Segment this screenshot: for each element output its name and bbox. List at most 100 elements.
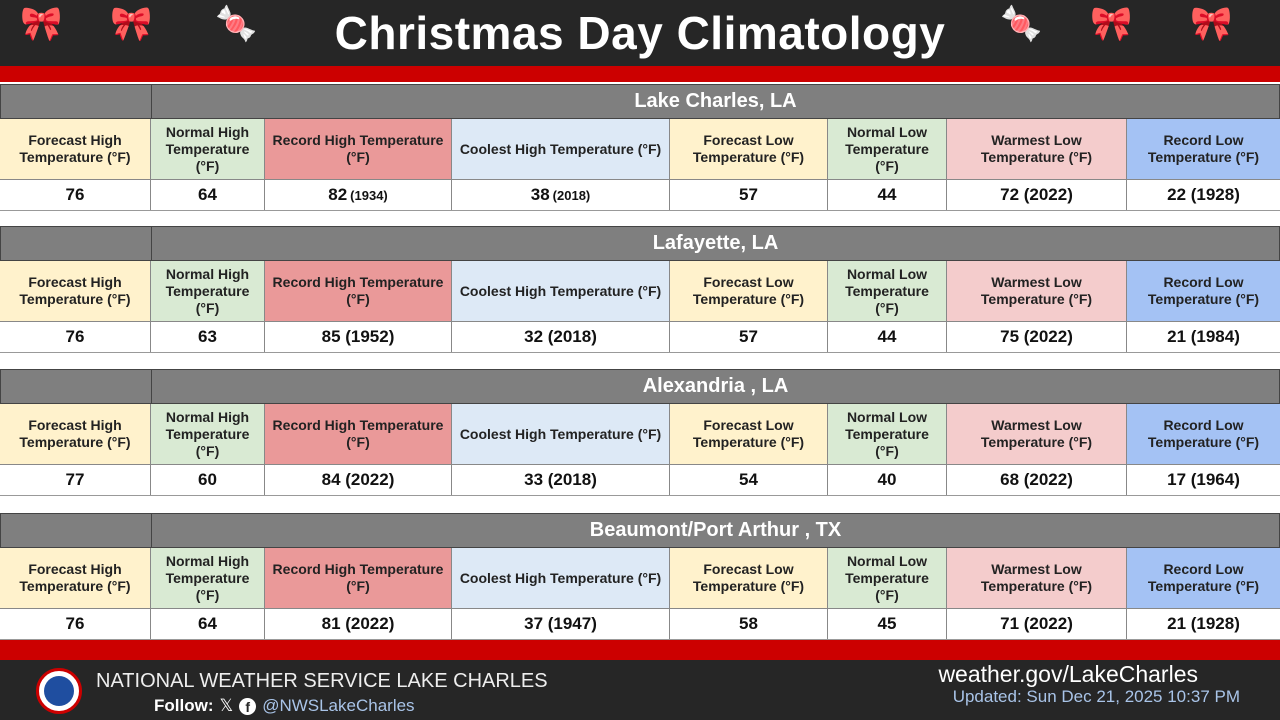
location-table: Beaumont/Port Arthur , TX Forecast High T… — [0, 513, 1280, 640]
header-banner: Christmas Day Climatology — [0, 0, 1280, 66]
bow-icon: 🎀 — [20, 5, 63, 43]
column-header: Record Low Temperature (°F) — [1127, 119, 1280, 180]
value-cell: 33 (2018) — [452, 465, 670, 495]
column-header: Forecast High Temperature (°F) — [0, 548, 151, 609]
column-header: Record High Temperature (°F) — [265, 548, 452, 609]
column-header: Forecast Low Temperature (°F) — [670, 261, 828, 322]
office-name: NATIONAL WEATHER SERVICE LAKE CHARLES — [96, 670, 548, 692]
value-cell: 72 (2022) — [947, 180, 1127, 210]
column-header: Forecast Low Temperature (°F) — [670, 404, 828, 465]
nws-logo — [36, 668, 82, 714]
value-cell: 45 — [828, 609, 947, 639]
location-name-row: Lafayette, LA — [0, 226, 1280, 261]
value-cell: 57 — [670, 180, 828, 210]
value-cell: 60 — [151, 465, 265, 495]
value-cell: 82 (1934) — [265, 180, 452, 210]
location-name-row: Beaumont/Port Arthur , TX — [0, 513, 1280, 548]
year: (2018) — [552, 187, 591, 203]
value-row: 76 64 82 (1934) 38 (2018) 57 44 72 (2022) 22 (192… — [0, 180, 1280, 211]
candy-cane-icon: 🍬 — [1000, 5, 1043, 43]
value-cell: 76 — [0, 180, 151, 210]
value-cell: 64 — [151, 609, 265, 639]
location-table: Lake Charles, LA Forecast High Temperatur… — [0, 84, 1280, 211]
column-header: Normal Low Temperature (°F) — [828, 548, 947, 609]
column-header: Record Low Temperature (°F) — [1127, 404, 1280, 465]
value-cell: 76 — [0, 322, 151, 352]
column-header: Normal High Temperature (°F) — [151, 404, 265, 465]
column-header: Forecast High Temperature (°F) — [0, 261, 151, 322]
column-header: Warmest Low Temperature (°F) — [947, 261, 1127, 322]
column-header: Coolest High Temperature (°F) — [452, 548, 670, 609]
value-cell: 38 (2018) — [452, 180, 670, 210]
location-name-row: Lake Charles, LA — [0, 84, 1280, 119]
value-cell: 68 (2022) — [947, 465, 1127, 495]
column-header: Record High Temperature (°F) — [265, 261, 452, 322]
follow-row: Follow: 𝕏 f @NWSLakeCharles — [154, 696, 415, 716]
column-header: Normal High Temperature (°F) — [151, 119, 265, 180]
value-cell: 81 (2022) — [265, 609, 452, 639]
value-cell: 57 — [670, 322, 828, 352]
column-header: Normal Low Temperature (°F) — [828, 261, 947, 322]
value-row: 76 64 81 (2022) 37 (1947) 58 45 71 (2022) 21 (1… — [0, 609, 1280, 640]
column-header: Warmest Low Temperature (°F) — [947, 119, 1127, 180]
value-cell: 44 — [828, 180, 947, 210]
column-header: Record High Temperature (°F) — [265, 404, 452, 465]
column-header: Coolest High Temperature (°F) — [452, 404, 670, 465]
x-icon[interactable]: 𝕏 — [219, 696, 234, 715]
value-cell: 17 (1964) — [1127, 465, 1280, 495]
top-red-band — [0, 66, 1280, 82]
value-cell: 75 (2022) — [947, 322, 1127, 352]
social-handle[interactable]: @NWSLakeCharles — [262, 696, 415, 715]
column-header: Warmest Low Temperature (°F) — [947, 404, 1127, 465]
value-cell: 84 (2022) — [265, 465, 452, 495]
column-header: Normal High Temperature (°F) — [151, 548, 265, 609]
column-header: Normal Low Temperature (°F) — [828, 119, 947, 180]
location-table: Lafayette, LA Forecast High Temperature (… — [0, 226, 1280, 353]
column-header: Normal High Temperature (°F) — [151, 261, 265, 322]
blank-cell — [1, 85, 152, 118]
location-table: Alexandria , LA Forecast High Temperature… — [0, 369, 1280, 496]
follow-label: Follow: — [154, 696, 214, 715]
column-header: Record Low Temperature (°F) — [1127, 261, 1280, 322]
value-cell: 77 — [0, 465, 151, 495]
value-cell: 21 (1928) — [1127, 609, 1280, 639]
column-header: Record High Temperature (°F) — [265, 119, 452, 180]
value-cell: 22 (1928) — [1127, 180, 1280, 210]
location-name: Lake Charles, LA — [634, 90, 797, 112]
value-cell: 21 (1984) — [1127, 322, 1280, 352]
value-row: 77 60 84 (2022) 33 (2018) 54 40 68 (2022) 17 (1… — [0, 465, 1280, 496]
footer — [0, 660, 1280, 720]
bow-icon: 🎀 — [1090, 5, 1133, 43]
value-cell: 40 — [828, 465, 947, 495]
column-header: Forecast High Temperature (°F) — [0, 404, 151, 465]
value-cell: 37 (1947) — [452, 609, 670, 639]
header-row: Forecast High Temperature (°F) Normal Hig… — [0, 261, 1280, 322]
year: (1934) — [350, 187, 388, 203]
facebook-icon[interactable]: f — [239, 697, 257, 715]
location-name: Alexandria , LA — [642, 375, 789, 397]
value-cell: 71 (2022) — [947, 609, 1127, 639]
value-row: 76 63 85 (1952) 32 (2018) 57 44 75 (2022) 21 (1… — [0, 322, 1280, 353]
column-header: Record Low Temperature (°F) — [1127, 548, 1280, 609]
value-cell: 64 — [151, 180, 265, 210]
bottom-red-band — [0, 640, 1280, 660]
column-header: Forecast High Temperature (°F) — [0, 119, 151, 180]
blank-cell — [1, 370, 152, 403]
value-cell: 58 — [670, 609, 828, 639]
column-header: Warmest Low Temperature (°F) — [947, 548, 1127, 609]
website-link[interactable]: weather.gov/LakeCharles — [938, 661, 1198, 687]
column-header: Coolest High Temperature (°F) — [452, 261, 670, 322]
column-header: Coolest High Temperature (°F) — [452, 119, 670, 180]
bow-icon: 🎀 — [1190, 5, 1233, 43]
value-cell: 76 — [0, 609, 151, 639]
header-row: Forecast High Temperature (°F) Normal Hig… — [0, 404, 1280, 465]
value: 38 — [530, 185, 550, 204]
value-cell: 85 (1952) — [265, 322, 452, 352]
blank-cell — [1, 514, 152, 547]
bow-icon: 🎀 — [110, 5, 153, 43]
page-title: Christmas Day Climatology — [334, 7, 946, 59]
blank-cell — [1, 227, 152, 260]
column-header: Normal Low Temperature (°F) — [828, 404, 947, 465]
value: 82 — [328, 185, 348, 204]
updated-timestamp: Updated: Sun Dec 21, 2025 10:37 PM — [952, 687, 1240, 706]
